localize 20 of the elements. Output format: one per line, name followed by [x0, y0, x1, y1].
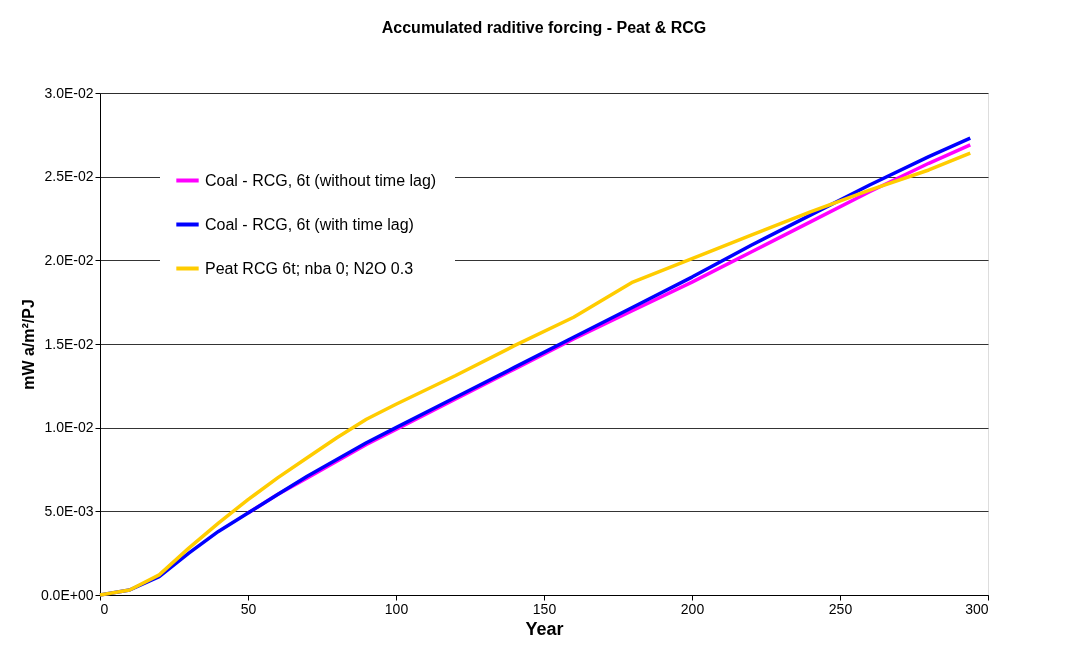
- x-tick-label: 150: [532, 600, 557, 617]
- legend-label: Peat RCG 6t; nba 0; N2O 0.3: [205, 259, 414, 277]
- x-axis-title: Year: [525, 618, 564, 639]
- y-tick-label: 1.0E-02: [44, 419, 94, 436]
- x-tick-label: 50: [240, 600, 257, 617]
- y-axis-title: mW a/m²/PJ: [19, 299, 37, 390]
- x-tick-label: 100: [384, 600, 409, 617]
- legend-label: Coal - RCG, 6t (without time lag): [205, 171, 437, 189]
- x-tick-label: 300: [965, 600, 989, 617]
- y-tick-label: 2.5E-02: [44, 168, 94, 185]
- y-tick-label: 5.0E-03: [44, 502, 94, 519]
- y-tick-label: 1.5E-02: [44, 335, 94, 352]
- y-tick-label: 0.0E+00: [40, 586, 94, 603]
- x-tick-label: 200: [680, 600, 705, 617]
- chart-title: Accumulated raditive forcing - Peat & RCG: [381, 19, 707, 36]
- x-tick-label: 250: [828, 600, 853, 617]
- y-tick-label: 2.0E-02: [44, 251, 94, 268]
- x-tick-label: 0: [100, 600, 109, 617]
- y-tick-label: 3.0E-02: [44, 84, 94, 101]
- legend-label: Coal - RCG, 6t (with time lag): [205, 215, 414, 233]
